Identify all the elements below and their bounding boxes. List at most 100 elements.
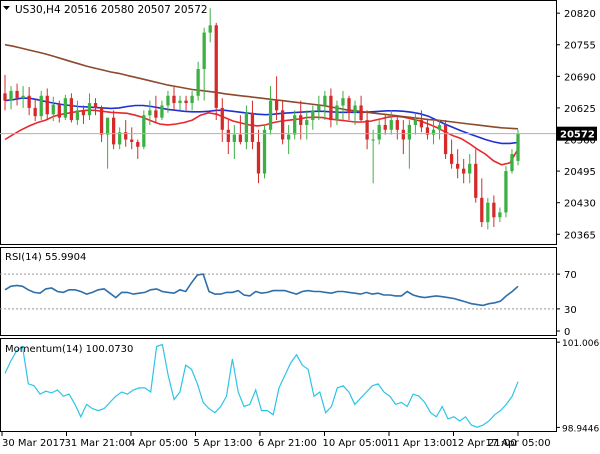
candle-body <box>372 140 375 141</box>
candle-body <box>3 93 6 100</box>
candle-body <box>269 101 272 130</box>
candle-body <box>492 203 495 218</box>
candle-body <box>178 101 181 103</box>
candle-body <box>281 110 284 139</box>
candle-body <box>311 110 314 120</box>
momentum-title: Momentum(14) 100.0730 <box>5 344 133 355</box>
candle-body <box>148 110 151 115</box>
candle-body <box>341 98 344 105</box>
candle-body <box>317 105 320 110</box>
price-tick-label: 20755 <box>564 41 596 52</box>
candle-body <box>46 96 49 114</box>
candle-body <box>215 25 218 108</box>
momentum-tick-label: 98.9446 <box>562 424 599 434</box>
candle-body <box>221 108 224 130</box>
candle-body <box>450 154 453 164</box>
candle-body <box>480 198 483 222</box>
candle-body <box>414 120 417 125</box>
rsi-title: RSI(14) 55.9904 <box>5 252 86 263</box>
rsi-tick-label: 0 <box>564 327 570 338</box>
candle-body <box>359 105 362 120</box>
time-tick-label: 4 Apr 05:00 <box>129 438 188 449</box>
candle-body <box>305 120 308 125</box>
candle-body <box>287 135 290 140</box>
candle-body <box>275 101 278 111</box>
price-tick-label: 20365 <box>564 230 596 241</box>
candle-body <box>504 171 507 212</box>
time-tick-label: 11 Apr 13:00 <box>387 438 452 449</box>
candle-body <box>233 135 236 142</box>
candle-body <box>142 115 145 147</box>
candle-body <box>245 113 248 142</box>
candle-body <box>172 96 175 103</box>
time-tick-label: 30 Mar 2017 <box>2 438 65 449</box>
candle-body <box>353 105 356 112</box>
candle-body <box>263 130 266 174</box>
candle-body <box>365 120 368 139</box>
candle-body <box>166 96 169 106</box>
candle-body <box>516 134 519 161</box>
candle-body <box>408 125 411 140</box>
candle-body <box>64 98 67 117</box>
candle-body <box>21 96 24 98</box>
candle-body <box>184 101 187 103</box>
price-panel: 2082020755206902062520560204952043020365… <box>0 1 597 245</box>
candle-body <box>209 25 212 32</box>
candle-body <box>130 140 133 142</box>
candle-body <box>462 169 465 174</box>
candle-body <box>444 125 447 154</box>
candle-body <box>329 96 332 120</box>
candle-body <box>203 33 206 69</box>
candle-body <box>299 115 302 125</box>
momentum-panel: 101.0066 98.9446 Momentum(14) 100.0730 <box>1 339 600 435</box>
candle-body <box>28 96 31 108</box>
candle-body <box>384 125 387 130</box>
momentum-axis: 101.0066 98.9446 <box>556 339 600 434</box>
candle-body <box>486 203 489 222</box>
rsi-tick-label: 30 <box>564 305 577 316</box>
price-tick-label: 20495 <box>564 167 596 178</box>
candle-body <box>70 98 73 120</box>
candle-body <box>88 103 91 115</box>
current-price-tag: 20572 <box>557 127 597 141</box>
time-tick-label: 31 Mar 21:00 <box>65 438 132 449</box>
candle-body <box>190 96 193 103</box>
candle-body <box>257 142 260 174</box>
candle-body <box>58 105 61 118</box>
candle-body <box>420 120 423 127</box>
candle-body <box>474 164 477 198</box>
candle-body <box>335 105 338 120</box>
price-tick-label: 20820 <box>564 9 596 20</box>
time-tick-label: 5 Apr 13:00 <box>194 438 253 449</box>
candle-body <box>76 110 79 120</box>
candle-body <box>82 110 85 115</box>
candle-body <box>347 98 350 113</box>
candle-body <box>196 69 199 96</box>
candle-body <box>136 142 139 147</box>
candle-body <box>15 91 18 98</box>
momentum-tick-label: 101.0066 <box>562 339 600 349</box>
price-tick-label: 20430 <box>564 199 596 210</box>
candle-body <box>323 96 326 106</box>
candle-body <box>390 120 393 130</box>
price-tick-label: 20625 <box>564 104 596 115</box>
candle-body <box>510 154 513 171</box>
candle-body <box>498 212 501 217</box>
candle-body <box>94 103 97 108</box>
candle-body <box>52 105 55 115</box>
time-tick-label: 17 Apr 05:00 <box>485 438 550 449</box>
candle-body <box>378 125 381 140</box>
time-tick-label: 10 Apr 05:00 <box>323 438 388 449</box>
candle-body <box>100 108 103 135</box>
candle-body <box>160 105 163 117</box>
candle-body <box>106 118 109 135</box>
candle-body <box>468 164 471 174</box>
current-price-value: 20572 <box>560 130 595 141</box>
candle-body <box>40 96 43 116</box>
candle-body <box>396 120 399 130</box>
